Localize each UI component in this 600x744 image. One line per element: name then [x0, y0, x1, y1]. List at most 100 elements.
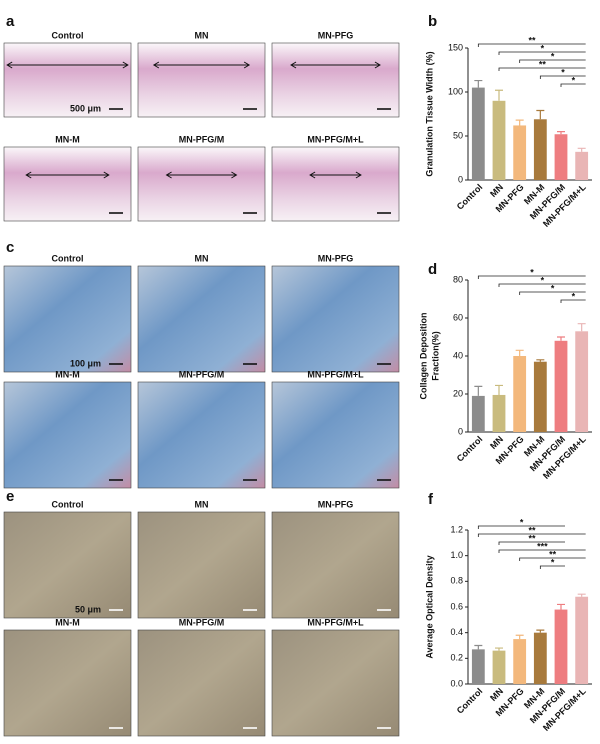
significance-label: **: [549, 549, 557, 559]
bar: [513, 639, 527, 684]
y-tick-label: 0.6: [450, 601, 463, 611]
micrograph: [137, 265, 266, 373]
error-bar: [474, 385, 483, 396]
micrograph: [137, 511, 266, 619]
bar: [533, 361, 547, 432]
panel-letter: d: [428, 261, 437, 278]
significance-label: *: [551, 51, 555, 61]
arrow-head: [290, 61, 381, 69]
micrograph: [137, 146, 266, 222]
significance-label: *: [541, 43, 545, 53]
bar: [533, 632, 547, 684]
micrograph: [3, 511, 132, 619]
y-axis-label: Collagen Deposition: [418, 312, 428, 399]
image-label: MN-PFG/M+L: [307, 134, 364, 144]
micrograph: [271, 265, 400, 373]
bar: [554, 340, 568, 432]
y-tick-label: 0.2: [450, 653, 463, 663]
y-tick-label: 1.2: [450, 524, 463, 534]
micrograph: [3, 629, 132, 737]
image-label: MN-M: [55, 134, 80, 144]
y-tick-label: 1.0: [450, 550, 463, 560]
significance-bracket: [539, 75, 586, 79]
image-label: MN-PFG: [318, 499, 354, 509]
significance-label: *: [572, 75, 576, 85]
micrograph: [137, 42, 266, 118]
significance-bracket: [477, 525, 565, 529]
micrograph: [271, 511, 400, 619]
error-bar: [577, 323, 586, 332]
bar: [575, 331, 589, 432]
bar: [492, 100, 506, 180]
significance-label: *: [530, 267, 534, 277]
error-bar: [495, 647, 503, 651]
micrograph: [271, 381, 400, 489]
scale-bar-label: 50 μm: [75, 604, 101, 614]
bar: [471, 395, 485, 432]
x-tick-label: MN: [488, 182, 505, 199]
significance-bracket: [498, 67, 586, 71]
image-label: MN-PFG/M+L: [307, 369, 364, 379]
y-tick-label: 150: [448, 42, 463, 52]
y-tick-label: 40: [453, 350, 463, 360]
bar: [492, 394, 506, 432]
bar: [492, 650, 506, 684]
significance-label: **: [528, 35, 536, 45]
y-axis-label: Fraction(%): [430, 331, 440, 381]
panel-letter: f: [428, 491, 434, 508]
error-bar: [474, 79, 483, 88]
significance-bracket: [498, 51, 586, 55]
panel-letter: a: [6, 13, 15, 30]
bar: [554, 609, 568, 684]
y-tick-label: 100: [448, 86, 463, 96]
significance-bracket: [498, 283, 586, 287]
error-bar: [557, 131, 565, 135]
y-tick-label: 0.4: [450, 627, 463, 637]
significance-bracket: [477, 533, 586, 537]
micrograph: [271, 629, 400, 737]
bar: [554, 134, 568, 180]
significance-bracket: [560, 83, 586, 87]
arrow-head: [6, 61, 129, 69]
y-tick-label: 0: [458, 426, 463, 436]
x-tick-label: Control: [455, 434, 485, 464]
significance-bracket: [519, 59, 586, 63]
error-bar: [495, 89, 503, 101]
image-label: MN: [195, 499, 209, 509]
y-axis-label: Granulation Tissue Width (%): [424, 51, 434, 176]
significance-bracket: [519, 291, 586, 295]
error-bar: [577, 147, 586, 152]
arrow-head: [165, 171, 238, 179]
image-label: MN-PFG: [318, 30, 354, 40]
error-bar: [557, 336, 565, 341]
image-label: MN-PFG/M: [179, 617, 225, 627]
significance-label: *: [520, 517, 524, 527]
significance-bracket: [560, 299, 586, 303]
y-tick-label: 60: [453, 312, 463, 322]
significance-bracket: [477, 43, 586, 47]
significance-label: ***: [537, 541, 548, 551]
micrograph: [271, 42, 400, 118]
error-bar: [536, 629, 545, 633]
scale-bar-label: 100 μm: [70, 358, 101, 368]
image-label: MN-PFG/M: [179, 134, 225, 144]
error-bar: [495, 384, 503, 395]
error-bar: [515, 634, 524, 640]
scale-bar-label: 500 μm: [70, 103, 101, 113]
image-label: MN-M: [55, 369, 80, 379]
x-tick-label: MN: [488, 434, 505, 451]
bar: [471, 649, 485, 684]
micrograph: [3, 381, 132, 489]
significance-label: *: [572, 291, 576, 301]
significance-label: *: [551, 557, 555, 567]
image-label: MN: [195, 30, 209, 40]
micrograph: [3, 265, 132, 373]
image-label: Control: [52, 30, 84, 40]
x-tick-label: Control: [455, 182, 485, 212]
significance-bracket: [519, 557, 586, 561]
bar: [471, 87, 485, 180]
significance-bracket: [498, 541, 565, 545]
error-bar: [515, 349, 524, 356]
significance-bracket: [498, 549, 586, 553]
micrograph: [271, 146, 400, 222]
